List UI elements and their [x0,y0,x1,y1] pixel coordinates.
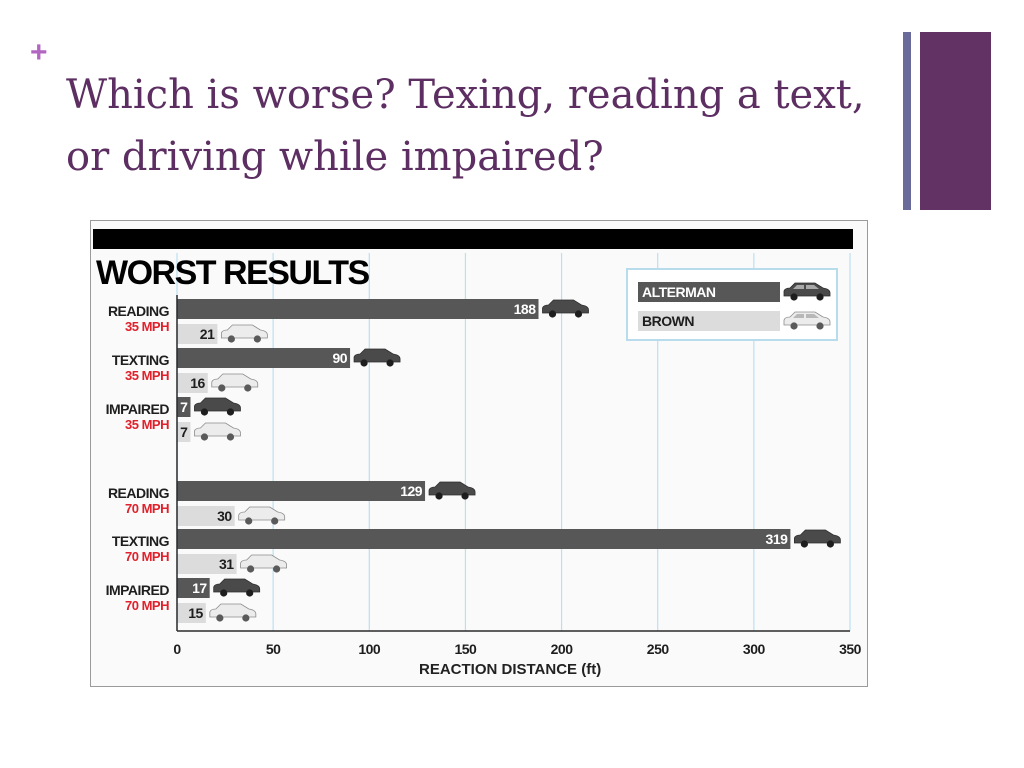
wheel-icon [360,359,368,367]
x-tick-label-6: 300 [743,641,766,657]
legend-swatch-brown: BROWN [638,311,780,331]
speed-label-0: 35 MPH [125,319,169,334]
value-label-brown-2: 7 [180,424,188,440]
wheel-icon [200,433,209,441]
dark-suv-icon-2 [194,397,241,412]
dark-suv-icon-1 [353,348,401,363]
bar-alterman-2 [177,397,191,417]
category-label-0: READING [108,303,170,319]
bar-alterman-1 [177,348,351,368]
wheel-icon [220,589,228,597]
silver-suv-icon-5 [209,603,257,618]
speed-label-1: 35 MPH [125,368,169,383]
wheel-icon [218,384,226,392]
value-label-alterman-5: 17 [192,580,207,596]
category-label-4: TEXTING [112,533,170,549]
value-label-brown-1: 16 [190,375,205,391]
speed-label-5: 70 MPH [125,598,169,613]
bar-alterman-0 [177,299,539,319]
bar-alterman-5 [177,578,210,598]
wheel-icon [461,492,469,500]
value-label-brown-5: 15 [188,605,203,621]
chart-title: WORST RESULTS [96,254,370,292]
chart-header-band [93,229,853,249]
legend-label-brown: BROWN [642,313,694,329]
value-label-brown-4: 31 [219,556,234,572]
x-tick-label-7: 350 [839,641,862,657]
bar-alterman-4 [177,529,791,549]
silver-suv-icon-4 [240,554,288,569]
chart-legend: ALTERMAN BROWN [626,268,838,341]
accent-bar-thick [920,32,991,210]
x-tick-label-5: 250 [647,641,670,657]
value-label-alterman-2: 7 [180,399,188,415]
value-label-brown-3: 30 [217,508,232,524]
wheel-icon [548,310,557,318]
dark-suv-icon-3 [428,481,476,496]
wheel-icon [245,517,253,525]
x-tick-label-1: 50 [266,641,281,657]
wheel-icon [273,565,281,573]
silver-suv-icon-0 [220,324,268,339]
wheel-icon [826,540,834,548]
category-label-3: READING [108,485,170,501]
legend-label-alterman: ALTERMAN [642,284,716,300]
wheel-icon [800,540,808,548]
value-label-brown-0: 21 [200,326,215,342]
bar-brown-3 [177,506,235,526]
speed-label-4: 70 MPH [125,549,169,564]
x-tick-label-3: 150 [454,641,477,657]
wheel-icon [246,589,254,597]
legend-swatch-alterman: ALTERMAN [638,282,780,302]
x-axis-title: REACTION DISTANCE (ft) [419,661,602,678]
wheel-icon [271,517,279,525]
silver-suv-icon-3 [238,506,286,521]
silver-suv-icon-2 [194,422,241,437]
x-tick-label-4: 200 [551,641,574,657]
silver-suv-icon-1 [211,373,259,388]
slide-title: Which is worse? Texing, reading a text, … [66,72,865,180]
category-label-1: TEXTING [112,352,170,368]
value-label-alterman-1: 90 [332,350,347,366]
wheel-icon [216,614,224,622]
wheel-icon [242,614,250,622]
bar-brown-1 [177,373,208,393]
bar-brown-4 [177,554,237,574]
bar-brown-0 [177,324,218,344]
category-label-5: IMPAIRED [106,582,170,598]
wheel-icon [386,359,394,367]
value-label-alterman-3: 129 [400,483,423,499]
wheel-icon [227,335,235,343]
dark-suv-icon [783,282,831,301]
wheel-icon [247,565,255,573]
dark-suv-icon-4 [793,529,841,544]
x-tick-label-0: 0 [173,641,181,657]
x-tick-label-2: 100 [358,641,381,657]
speed-label-2: 35 MPH [125,417,169,432]
plus-bullet-icon: + [30,36,48,69]
dark-suv-icon-0 [542,299,589,314]
wheel-icon [574,310,583,318]
chart-panel: 188 21 READING 35 MPH 90 16 TEXTING 35 MPH 7 7 IMP… [90,220,868,687]
wheel-icon [226,408,235,416]
wheel-icon [253,335,261,343]
wheel-icon [244,384,252,392]
wheel-icon [200,408,209,416]
accent-bar-thin [903,32,911,210]
value-label-alterman-4: 319 [766,531,789,547]
bar-brown-2 [177,422,191,442]
bar-alterman-3 [177,481,426,501]
dark-suv-icon-5 [213,578,261,593]
wheel-icon [435,492,443,500]
category-label-2: IMPAIRED [106,401,170,417]
wheel-icon [226,433,235,441]
speed-label-3: 70 MPH [125,501,169,516]
silver-suv-icon [783,311,831,330]
value-label-alterman-0: 188 [514,301,537,317]
bar-brown-5 [177,603,206,623]
